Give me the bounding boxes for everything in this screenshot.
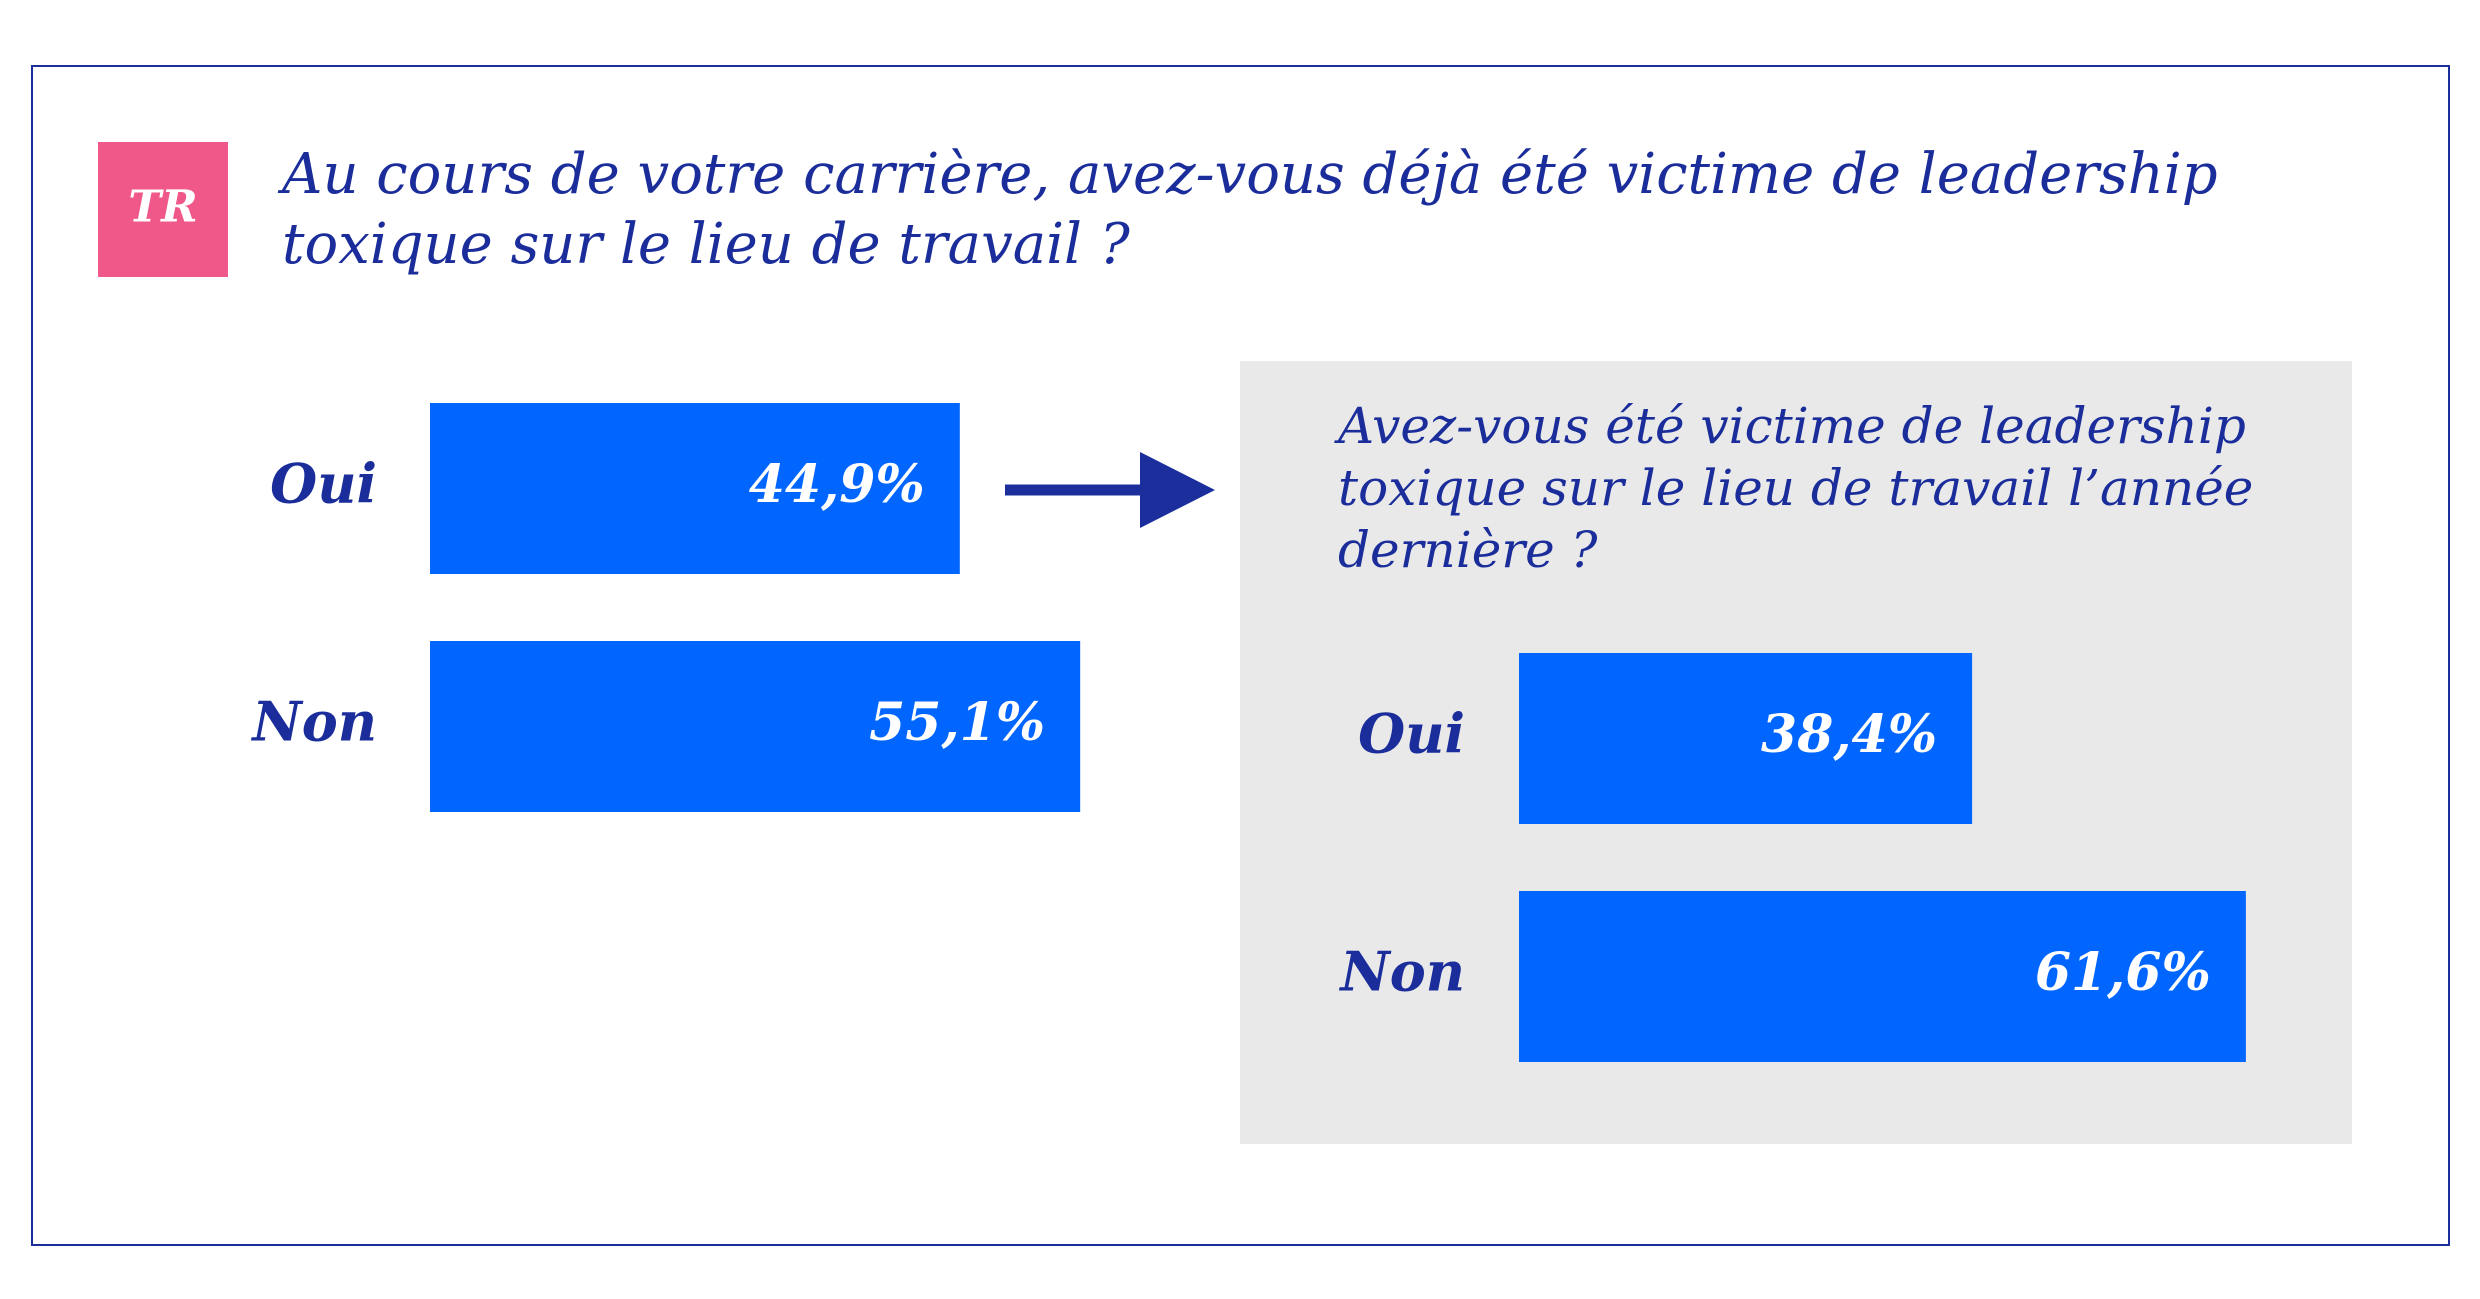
category-label: Oui	[1358, 702, 1465, 766]
value-label: 61,6%	[2035, 942, 2211, 1003]
badge-text: TR	[128, 182, 197, 233]
category-label: Non	[250, 690, 377, 754]
value-label: 55,1%	[869, 692, 1045, 753]
frame	[31, 65, 2450, 1246]
arrow-head	[1140, 452, 1215, 528]
category-label: Non	[1338, 940, 1465, 1004]
chart-title: Au cours de votre carrière, avez-vous dé…	[282, 142, 2218, 277]
chart-title: Avez-vous été victime de leadership toxi…	[1338, 397, 2254, 579]
badge	[98, 142, 228, 277]
value-label: 38,4%	[1761, 704, 1937, 765]
value-label: 44,9%	[749, 454, 925, 515]
bar	[1519, 891, 2246, 1062]
bar	[430, 403, 960, 574]
category-label: Oui	[270, 452, 377, 516]
bar	[1519, 653, 1973, 824]
bar	[430, 641, 1081, 812]
